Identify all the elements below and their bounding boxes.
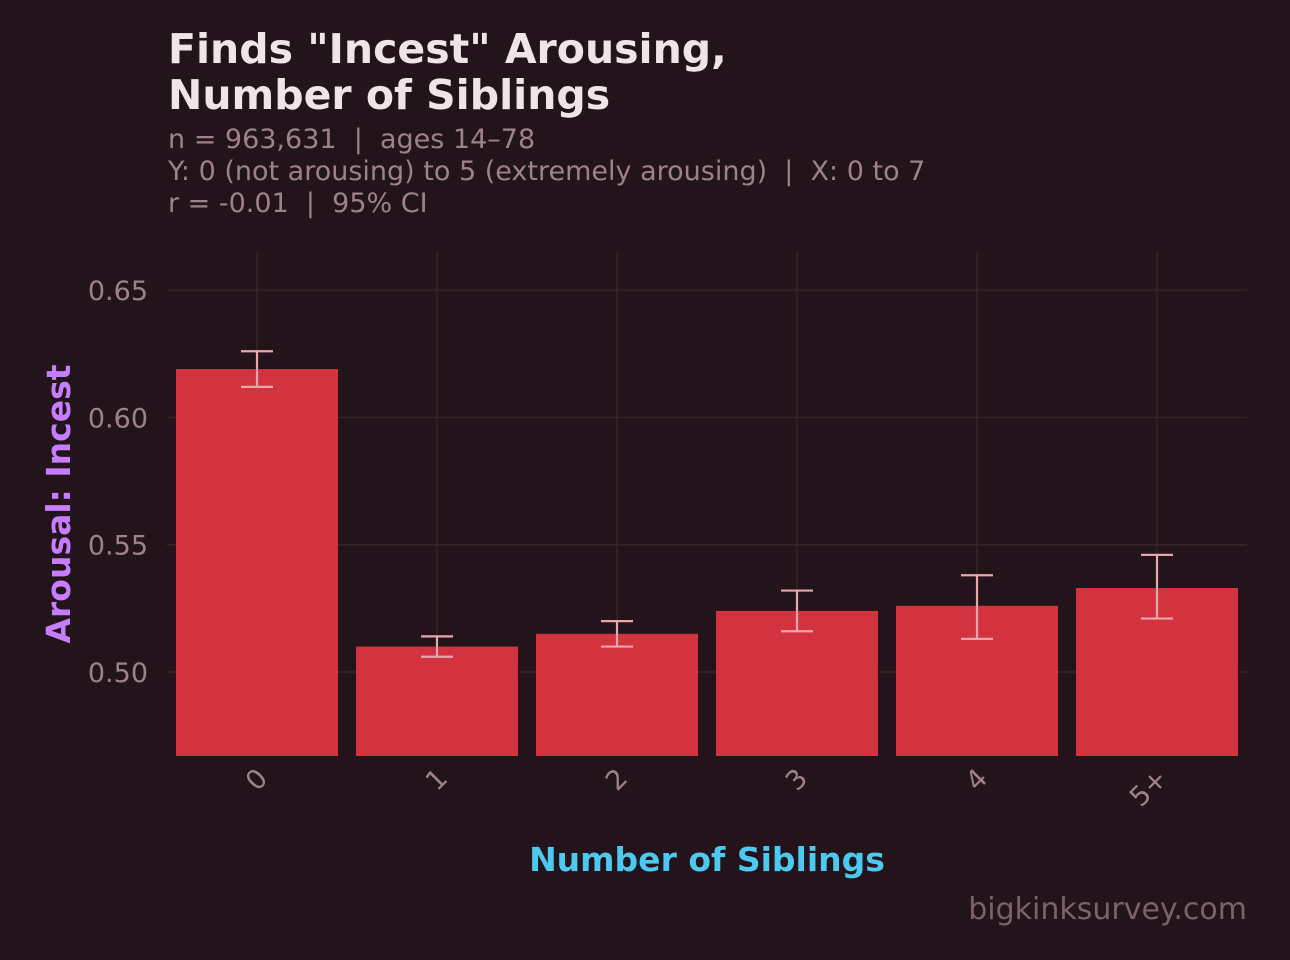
chart-title-line-1: Finds "Incest" Arousing, — [168, 25, 727, 73]
x-tick-label: 1 — [420, 763, 454, 797]
bar-0 — [176, 369, 338, 756]
source-credit: bigkinksurvey.com — [968, 892, 1247, 927]
y-axis-ticks: 0.50 0.55 0.60 0.65 — [88, 276, 148, 689]
y-tick-label: 0.55 — [88, 531, 148, 562]
subtitle-correlation-info: r = -0.01 | 95% CI — [168, 188, 428, 219]
bar-2 — [536, 633, 698, 756]
y-axis-label: Arousal: Incest — [39, 364, 78, 643]
x-tick-label: 5+ — [1124, 763, 1174, 813]
bars — [176, 369, 1238, 756]
error-bar-4 — [961, 574, 993, 641]
subtitle-sample-info: n = 963,631 | ages 14–78 — [168, 124, 536, 155]
chart-title-line-2: Number of Siblings — [168, 71, 611, 119]
error-bar-3 — [781, 589, 813, 633]
error-bars — [241, 350, 1173, 658]
error-bar-2 — [601, 619, 633, 648]
y-tick-label: 0.65 — [88, 276, 148, 307]
y-tick-label: 0.60 — [88, 403, 148, 434]
bar-1 — [356, 646, 518, 756]
x-axis-label: Number of Siblings — [529, 840, 885, 879]
error-bar-0 — [241, 350, 273, 389]
bar-3 — [716, 610, 878, 756]
x-tick-label: 3 — [780, 763, 814, 797]
error-bar-1 — [421, 635, 453, 658]
x-axis-ticks: 0 1 2 3 4 5+ — [240, 763, 1174, 813]
y-tick-label: 0.50 — [88, 658, 148, 689]
x-tick-label: 0 — [240, 763, 274, 797]
chart-title: Finds "Incest" Arousing, Number of Sibli… — [168, 26, 727, 118]
x-tick-label: 4 — [960, 763, 994, 797]
subtitle-scale-info: Y: 0 (not arousing) to 5 (extremely arou… — [168, 156, 926, 187]
x-tick-label: 2 — [600, 763, 634, 797]
error-bar-5+ — [1141, 553, 1173, 620]
